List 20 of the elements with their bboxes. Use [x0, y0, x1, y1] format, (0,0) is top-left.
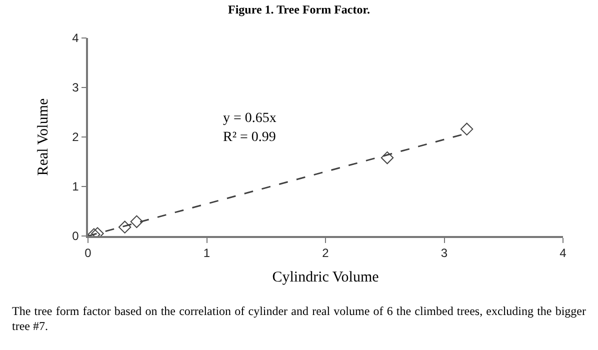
chart-title: Figure 1. Tree Form Factor.: [228, 2, 370, 17]
y-tick-label: 0: [72, 229, 80, 244]
annotation: y = 0.65x: [223, 111, 276, 126]
x-tick-label: 1: [203, 246, 210, 260]
point: [130, 215, 144, 228]
x-axis-title: Cylindric Volume: [272, 270, 380, 286]
y-tick-label: 4: [72, 31, 80, 46]
y-axis-title: Real Volume: [36, 98, 52, 176]
y-tick-label: 1: [72, 180, 80, 194]
point: [460, 122, 474, 136]
text: The tree form factor based on the correlation of cylinder and real volume of 6 the climbed trees, excluding the bigger tree #7.: [12, 304, 586, 334]
x-tick-label: 2: [322, 246, 330, 260]
point: [118, 220, 132, 234]
x-tick-label: 0: [84, 246, 92, 260]
annotation: R² = 0.99: [223, 130, 276, 145]
x-tick-label: 4: [560, 246, 567, 260]
point: [380, 151, 394, 164]
x-tick-label: 3: [440, 246, 448, 260]
y-tick-label: 3: [72, 80, 80, 95]
y-tick-label: 2: [72, 130, 80, 144]
